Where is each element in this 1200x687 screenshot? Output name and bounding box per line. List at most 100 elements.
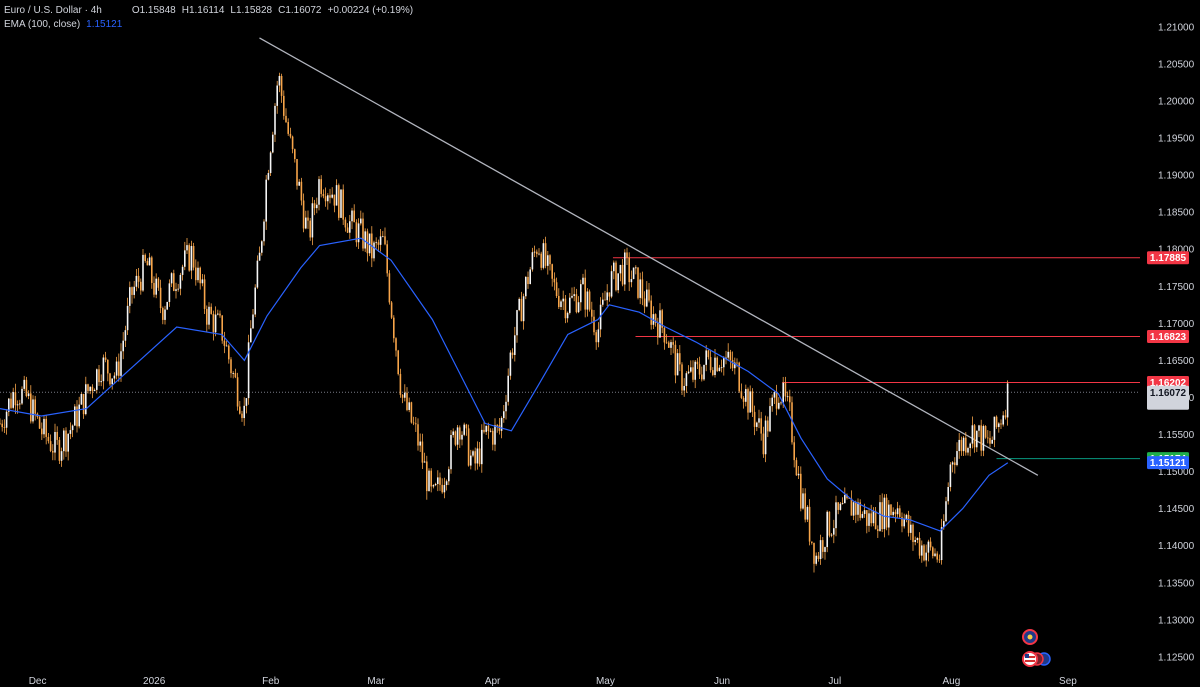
price-candle <box>626 252 628 258</box>
price-candle <box>452 431 454 436</box>
time-axis-tick-label: 2026 <box>143 676 166 687</box>
price-candle <box>146 261 149 266</box>
price-candle <box>30 393 32 422</box>
level-tag-resistance-bg <box>1147 251 1189 265</box>
price-candle <box>690 367 692 372</box>
price-candle <box>166 301 168 310</box>
descending-trendline[interactable] <box>259 37 1039 476</box>
price-candle <box>254 287 256 315</box>
price-candle <box>247 342 250 399</box>
price-candle <box>646 289 648 307</box>
price-candle <box>544 243 547 266</box>
price-candle <box>408 402 410 410</box>
price-candle <box>632 267 635 280</box>
price-candle <box>49 441 52 451</box>
current-price-tag: 1.16072 <box>1150 388 1187 399</box>
price-candle <box>562 298 564 302</box>
price-candle <box>188 245 190 271</box>
price-candle <box>525 276 527 297</box>
price-candle <box>940 527 943 561</box>
price-candle <box>100 381 102 383</box>
price-candle <box>628 257 630 283</box>
price-candle <box>617 273 619 291</box>
price-candle <box>221 315 223 341</box>
price-candle <box>987 437 989 439</box>
price-candle <box>707 350 710 358</box>
price-candle <box>157 278 160 288</box>
price-candle <box>533 251 536 253</box>
price-candle <box>148 257 151 266</box>
price-candle <box>599 304 602 330</box>
price-candle <box>432 485 435 487</box>
time-axis-tick-label: Aug <box>942 676 960 687</box>
price-candle <box>87 384 89 391</box>
price-candle <box>428 470 430 492</box>
price-candle <box>905 514 908 520</box>
price-axis-tick-label: 1.14500 <box>1158 504 1195 515</box>
price-candle <box>505 401 507 412</box>
price-candle <box>355 222 358 243</box>
price-candle <box>520 298 523 322</box>
price-candle <box>151 257 153 283</box>
price-candle <box>553 278 556 283</box>
price-candle <box>696 361 699 365</box>
price-candle <box>263 221 265 242</box>
price-candle <box>265 179 267 222</box>
price-candle <box>181 266 184 275</box>
price-candle <box>47 436 50 442</box>
price-candle <box>426 461 428 492</box>
price-candle <box>135 275 138 287</box>
price-candle <box>679 353 681 365</box>
price-candle <box>641 279 644 299</box>
price-candle <box>914 539 916 543</box>
event-markers[interactable] <box>1022 629 1051 667</box>
indicator-label[interactable]: EMA (100, close) <box>4 19 81 30</box>
ema-price-tag-bg <box>1147 456 1189 470</box>
price-candle <box>272 134 274 153</box>
price-candle <box>327 195 329 202</box>
price-candle <box>140 281 142 291</box>
price-candle <box>602 299 604 305</box>
price-candle <box>210 306 212 314</box>
price-candle <box>335 185 338 206</box>
price-candle <box>606 292 608 301</box>
price-candle <box>474 451 476 464</box>
time-axis[interactable]: Dec 2026 Feb Mar Apr May Jun Jul Aug Sep <box>29 676 1078 687</box>
price-candle <box>635 267 637 269</box>
price-axis-tick-label: 1.17500 <box>1158 282 1195 293</box>
ohlc-change: +0.00224 (+0.19%) <box>327 5 414 16</box>
price-candle <box>929 541 932 548</box>
price-candle <box>212 313 215 333</box>
price-candle <box>1000 423 1002 425</box>
current-price-tag-bg <box>1147 385 1189 410</box>
price-axis-tick-label: 1.15500 <box>1158 430 1195 441</box>
price-candle <box>71 425 74 431</box>
price-candle <box>815 555 817 564</box>
price-candle <box>712 370 714 375</box>
price-candle <box>951 462 954 465</box>
price-candle <box>483 429 485 432</box>
price-candle <box>252 314 254 329</box>
price-candle <box>382 236 384 238</box>
price-candle <box>674 344 677 376</box>
price-candle <box>687 371 690 374</box>
price-candle <box>463 424 465 435</box>
price-candle <box>199 267 201 284</box>
price-candle <box>756 422 758 427</box>
symbol-title[interactable]: Euro / U.S. Dollar · 4h <box>4 5 102 16</box>
price-candle <box>771 397 773 407</box>
price-axis-tick-label: 1.17000 <box>1158 319 1195 330</box>
price-candle <box>23 379 25 389</box>
price-candle <box>978 425 980 431</box>
price-candle <box>214 314 217 333</box>
price-candle <box>481 429 483 465</box>
price-candle <box>324 196 327 202</box>
price-candle <box>591 309 593 317</box>
price-candle <box>333 194 336 206</box>
price-candle <box>639 279 641 298</box>
price-candle <box>241 413 243 419</box>
price-candle <box>305 217 307 229</box>
price-candle <box>393 317 395 339</box>
price-candle <box>903 519 905 527</box>
